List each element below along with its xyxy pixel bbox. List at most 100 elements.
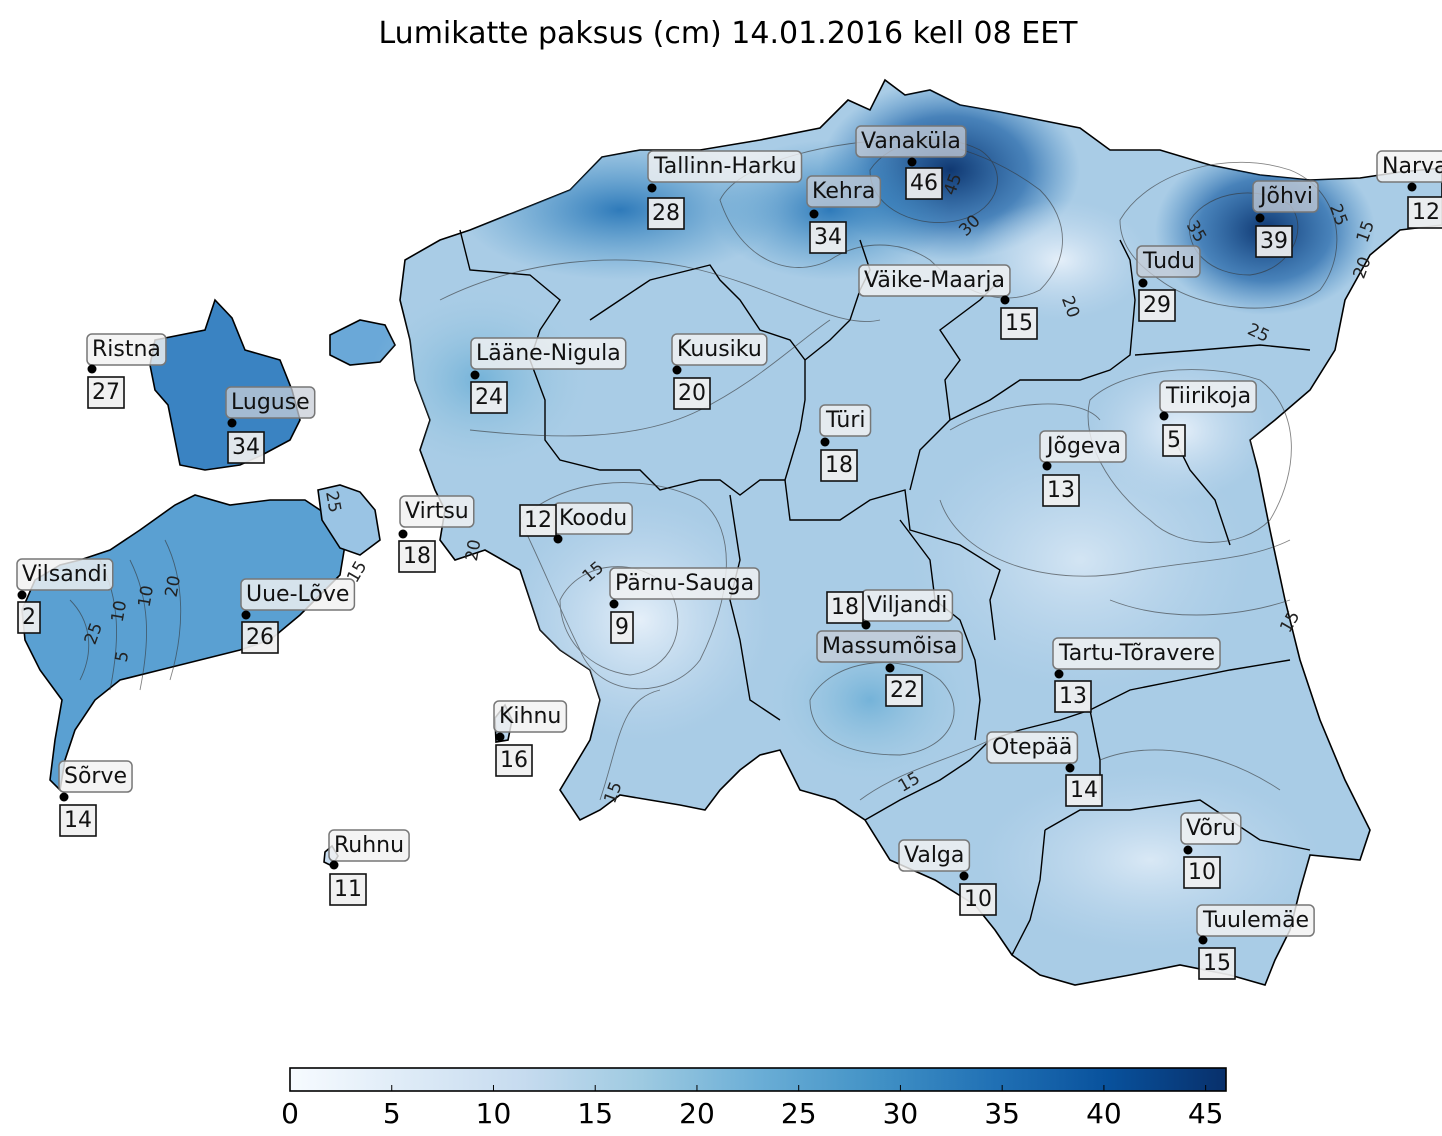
station-layer: Vanaküla 46 Tallinn-Harku 28 Kehra 34 Narva 12 J… (16, 125, 1442, 980)
station-virtsu: Virtsu 18 (398, 495, 475, 573)
station-name-box (399, 495, 475, 528)
station-marker (1183, 845, 1193, 855)
station-value-box (1042, 474, 1080, 507)
colorbar-gradient (289, 1067, 1227, 1092)
station-marker (398, 529, 408, 539)
station-name-label: Tallinn-Harku (653, 154, 797, 179)
station-tudu: Tudu 29 (1136, 245, 1201, 322)
station-marker (820, 437, 830, 447)
station-ruhnu: Ruhnu 11 (328, 829, 410, 906)
station-marker (959, 871, 969, 881)
station-value-box (826, 591, 864, 624)
station-name-box (1039, 430, 1127, 463)
map-title: Lumikatte paksus (cm) 14.01.2016 kell 08… (378, 16, 1078, 51)
station-value-box (17, 601, 41, 634)
colorbar-tick-label: 45 (1188, 1097, 1224, 1130)
station-name-box (986, 731, 1079, 764)
station-value-box (227, 431, 265, 464)
station-name-label: Kuusiku (677, 337, 762, 362)
station-value-label: 22 (890, 678, 918, 703)
station-value-label: 18 (831, 595, 859, 620)
contour-label: 5 (112, 650, 134, 664)
station-value-label: 39 (1260, 229, 1288, 254)
station-value-box (647, 197, 685, 230)
station-value-label: 13 (1047, 478, 1075, 503)
station-marker (470, 370, 480, 380)
station-name-box (819, 404, 872, 437)
colorbar-tick-label: 35 (984, 1097, 1020, 1130)
station-name-box (1180, 812, 1242, 845)
station-value-box (241, 621, 279, 654)
station-name-label: Ruhnu (334, 833, 404, 858)
station-otepää: Otepää 14 (986, 731, 1103, 807)
station-name-box (898, 839, 971, 872)
colorbar-tick-label: 30 (883, 1097, 919, 1130)
station-name-box (1376, 150, 1442, 183)
station-marker (609, 599, 619, 609)
station-value-label: 28 (652, 201, 680, 226)
station-value-box (1000, 307, 1038, 340)
station-võru: Võru 10 (1180, 812, 1242, 889)
station-value-label: 12 (1412, 200, 1440, 225)
station-name-label: Viljandi (867, 593, 947, 618)
station-name-label: Väike-Maarja (864, 268, 1005, 293)
station-value-box (87, 376, 125, 409)
station-name-box (16, 558, 114, 591)
colorbar-tick-label: 5 (383, 1097, 401, 1130)
station-value-box (959, 883, 997, 916)
station-value-label: 9 (615, 615, 629, 640)
station-name-box (671, 333, 768, 366)
station-name-box (1052, 637, 1221, 670)
station-value-label: 15 (1005, 311, 1033, 336)
station-marker (553, 534, 563, 544)
station-marker (1198, 935, 1208, 945)
station-name-label: Pärnu-Sauga (615, 571, 754, 596)
station-marker (227, 418, 237, 428)
station-value-label: 14 (1070, 778, 1098, 803)
station-marker (17, 590, 27, 600)
station-vanaküla: Vanaküla 46 (855, 125, 967, 200)
station-name-label: Võru (1186, 816, 1236, 841)
station-value-box (470, 381, 508, 414)
station-jõgeva: Jõgeva 13 (1039, 430, 1127, 507)
station-uue-lõve: Uue-Lõve 26 (240, 578, 356, 654)
station-pärnu-sauga: Pärnu-Sauga 9 (609, 567, 760, 644)
muhu-island (317, 484, 381, 556)
contour-label: 10 (135, 584, 158, 609)
colorbar-tick-label: 25 (781, 1097, 817, 1130)
station-name-label: Valga (904, 843, 964, 868)
contour-label: 20 (162, 574, 185, 599)
station-sõrve: Sõrve 14 (58, 760, 133, 837)
station-name-label: Ristna (92, 337, 161, 362)
station-name-box (240, 578, 356, 611)
contour-label: 20 (462, 538, 485, 563)
hiiumaa-island (149, 298, 301, 471)
station-kuusiku: Kuusiku 20 (671, 333, 768, 410)
station-name-box (855, 125, 967, 158)
station-name-label: Tiirikoja (1165, 384, 1251, 409)
station-value-label: 5 (1167, 428, 1181, 453)
station-value-label: 16 (500, 748, 528, 773)
station-tallinn-harku: Tallinn-Harku 28 (647, 150, 803, 230)
station-marker (1042, 461, 1052, 471)
station-ristna: Ristna 27 (86, 333, 167, 409)
station-marker (329, 860, 339, 870)
station-name-label: Jõgeva (1045, 434, 1121, 459)
colorbar-tick-label: 20 (679, 1097, 715, 1130)
station-value-box (673, 377, 711, 410)
colorbar: 0 5 10 15 20 25 30 35 40 45 (281, 1067, 1227, 1130)
station-value-label: 20 (678, 381, 706, 406)
station-value-label: 27 (92, 380, 120, 405)
station-name-label: Luguse (231, 390, 310, 415)
station-türi: Türi 18 (819, 404, 872, 482)
station-value-label: 13 (1059, 684, 1087, 709)
station-marker (1054, 669, 1064, 679)
station-value-box (1407, 196, 1442, 229)
colorbar-tick-label: 15 (577, 1097, 613, 1130)
station-name-label: Lääne-Nigula (476, 341, 621, 366)
station-name-box (1136, 245, 1201, 278)
station-value-label: 18 (403, 544, 431, 569)
station-name-box (1252, 180, 1319, 213)
station-value-label: 24 (475, 385, 503, 410)
